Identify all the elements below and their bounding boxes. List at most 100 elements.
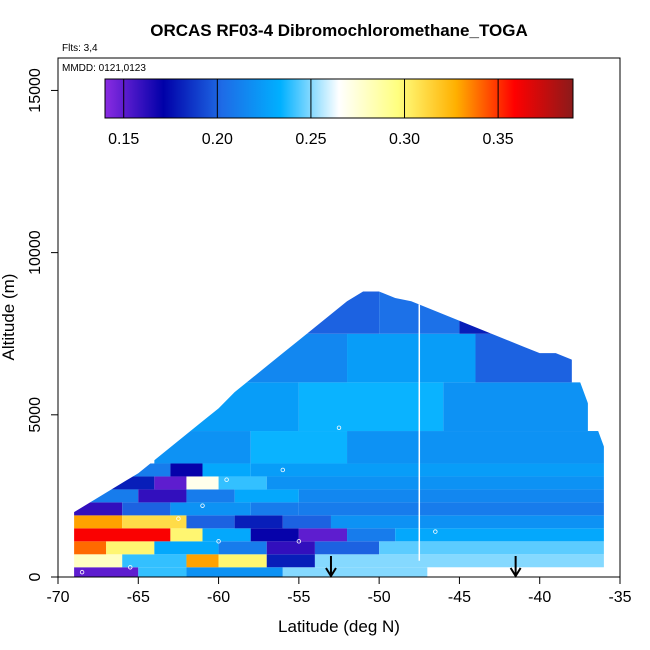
heatmap-cell [154,476,187,490]
heatmap-cell [170,463,203,477]
heatmap-cell [250,431,348,464]
heatmap-cell [74,554,123,568]
sample-point [200,503,205,508]
y-axis-label: Altitude (m) [0,274,18,361]
x-axis-label: Latitude (deg N) [278,617,400,636]
heatmap-cell [74,541,107,555]
heatmap-cell [347,431,604,464]
date-annotation: MMDD: 0121,0123 [62,63,146,74]
heatmap-cell [298,489,604,503]
heatmap-cell [266,476,604,490]
x-tick-label: -60 [207,589,230,606]
colorbar-tick-label: 0.25 [295,131,326,148]
sample-point [224,477,229,482]
sample-point [176,516,181,521]
colorbar-bar [104,78,574,119]
heatmap-cell [90,489,139,503]
sample-point [128,565,133,570]
sample-point [433,529,438,534]
heatmap-cell [443,382,588,432]
x-axis: -70 -65 -60 -55 -50 -45 -40 -35 [46,577,632,606]
heatmap-cell [106,476,155,490]
x-tick-label: -50 [368,589,391,606]
heatmap-layer [74,291,604,577]
heatmap-cell [234,333,348,383]
heatmap-cell [298,291,380,334]
sample-point [216,539,221,544]
plot-frame [57,57,621,578]
colorbar-tick-label: 0.20 [202,131,233,148]
heatmap-cell [122,515,187,529]
down-arrow-icon [325,556,337,578]
y-tick-label: 0 [27,572,44,581]
heatmap-cell [74,567,139,577]
heatmap-cell [74,502,123,516]
flights-annotation: Flts: 3,4 [62,43,98,54]
heatmap-cell [186,476,219,490]
heatmap-cell [122,554,187,568]
heatmap-cell [330,515,604,529]
heatmap-cell [74,515,123,529]
sample-points [79,279,575,575]
x-tick-label: -35 [608,589,631,606]
colorbar: 0.15 0.20 0.25 0.30 0.35 [104,78,574,148]
heatmap-cells [74,291,604,577]
heatmap-cell [298,382,444,432]
heatmap-cell [250,463,604,477]
x-tick-label: -40 [528,589,551,606]
heatmap-cell [154,541,219,555]
x-tick-label: -65 [127,589,150,606]
heatmap-cell [170,528,203,542]
arrow-head [509,567,522,578]
sample-point [336,425,342,430]
y-axis: 0 5000 10000 15000 [27,68,58,581]
arrow-head [325,567,337,578]
x-tick-label: -70 [46,589,69,606]
down-arrow-icon [509,556,522,578]
y-tick-label: 15000 [27,68,44,113]
heatmap-cell [347,333,476,383]
heatmap-cell [459,291,572,334]
chart-title: ORCAS RF03-4 Dibromochloromethane_TOGA [150,21,528,40]
y-tick-label: 5000 [27,397,44,433]
heatmap-cell [298,502,604,516]
sample-point [569,354,575,359]
heatmap-cell [202,528,251,542]
heatmap-cell [122,463,171,477]
heatmap-cell [266,554,315,568]
x-tick-label: -45 [448,589,471,606]
heatmap-cell [106,541,155,555]
heatmap-cell [186,382,299,432]
colorbar-ticks: 0.15 0.20 0.25 0.30 0.35 [108,79,514,148]
heatmap-cell [186,515,235,529]
heatmap-cell [170,502,251,516]
arrow-markers [325,556,522,578]
heatmap-cell [234,515,283,529]
colorbar-tick-label: 0.15 [108,131,139,148]
sample-point [296,539,302,544]
heatmap-cell [218,541,267,555]
heatmap-cell [138,567,187,577]
heatmap-cell [282,515,331,529]
sample-point [280,467,285,473]
heatmap-cell [250,528,299,542]
heatmap-cell [314,541,380,555]
heatmap-cell [266,541,315,555]
heatmap-cell [475,333,572,383]
heatmap-cell [395,528,604,542]
heatmap-cell [186,489,235,503]
colorbar-tick-label: 0.35 [483,131,514,148]
heatmap-cell [379,541,604,555]
heatmap-cell [202,463,251,477]
y-tick-label: 10000 [27,230,44,275]
heatmap-cell [347,528,396,542]
heatmap-cell [234,489,299,503]
heatmap-cell [154,431,251,464]
heatmap-cell [122,502,171,516]
heatmap-cell [74,528,171,542]
x-tick-label: -55 [287,589,310,606]
heatmap-cell [186,554,219,568]
heatmap-cell [218,554,267,568]
heatmap-cell [138,489,187,503]
